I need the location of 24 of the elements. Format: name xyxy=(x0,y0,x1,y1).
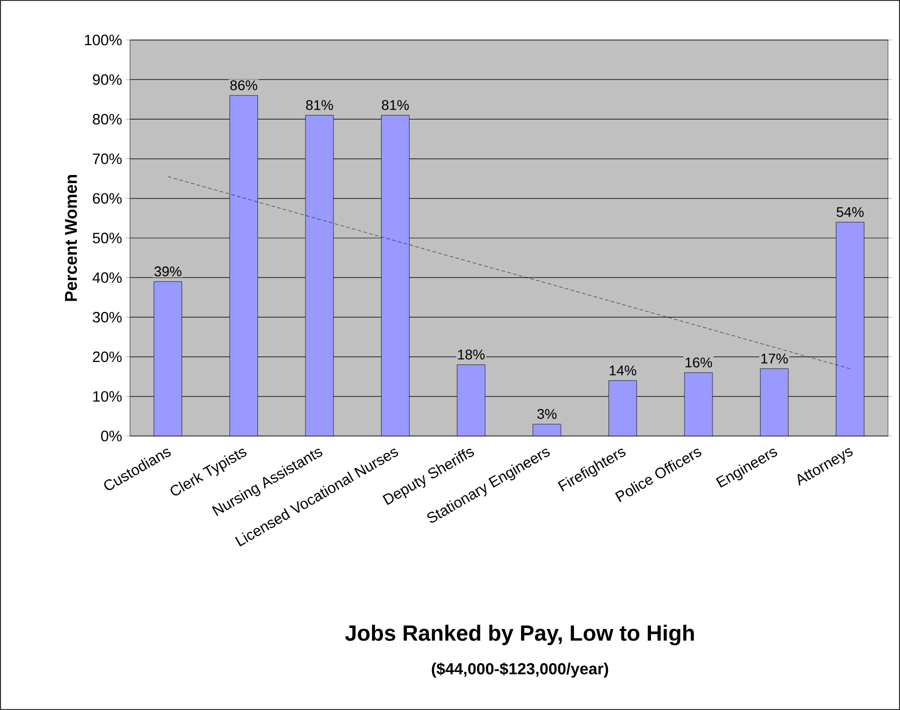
y-tick-label: 60% xyxy=(92,193,122,204)
data-label: 14% xyxy=(610,366,636,376)
data-label: 39% xyxy=(154,266,182,276)
text: ($44,000-$123,000/year) xyxy=(432,662,608,678)
x-axis-title: Jobs Ranked by Pay, Low to High xyxy=(345,624,694,646)
y-tick-label: 50% xyxy=(92,232,122,244)
data-label: 16% xyxy=(686,358,712,368)
data-label: 81% xyxy=(306,100,334,110)
data-label: 18% xyxy=(458,350,485,360)
data-label: 54% xyxy=(836,207,864,217)
y-tick-label: 80% xyxy=(92,114,122,124)
data-label: 86% xyxy=(230,80,258,90)
data-label: 3% xyxy=(537,408,557,419)
y-tick-label: 90% xyxy=(92,74,122,85)
y-tick-label: 30% xyxy=(92,312,122,323)
y-tick-label: 40% xyxy=(92,272,122,283)
data-label: 17% xyxy=(761,354,788,364)
data-label: 81% xyxy=(382,100,409,110)
y-tick-label: 0% xyxy=(101,430,122,442)
y-axis-title: Percent Women xyxy=(65,174,77,301)
y-tick-label: 20% xyxy=(92,351,122,362)
y-tick-label: 70% xyxy=(92,153,122,164)
y-tick-label: 100% xyxy=(84,34,122,46)
y-tick-label: 10% xyxy=(93,391,122,402)
